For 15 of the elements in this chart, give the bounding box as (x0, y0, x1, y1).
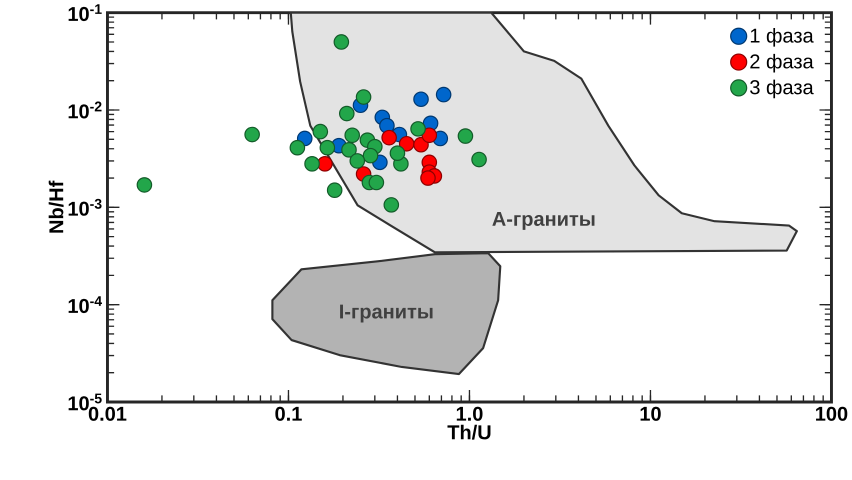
x-tick-label: 1.0 (456, 406, 483, 421)
y-tick-label: 10$^{-2}$ (68, 102, 102, 118)
series-label: I-граниты (340, 304, 433, 323)
x-tick-label: 100 (816, 406, 848, 421)
x-axis-title: Th/U (447, 424, 490, 440)
y-tick-label: 10$^{-4}$ (68, 296, 102, 314)
legend-label: 2 фаза (750, 54, 814, 72)
legend-label: 3 фаза (750, 80, 814, 98)
x-tick-label: 10 (640, 406, 661, 421)
y-tick-label: 10$^{-3}$ (68, 198, 102, 216)
x-tick-label: 0.1 (275, 406, 302, 421)
y-axis-title: Nb/Hf (48, 180, 64, 233)
y-tick-label: 10$^{-1}$ (68, 4, 102, 22)
series-label: A-граниты (492, 212, 594, 230)
legend-label: 1 фаза (750, 28, 814, 47)
